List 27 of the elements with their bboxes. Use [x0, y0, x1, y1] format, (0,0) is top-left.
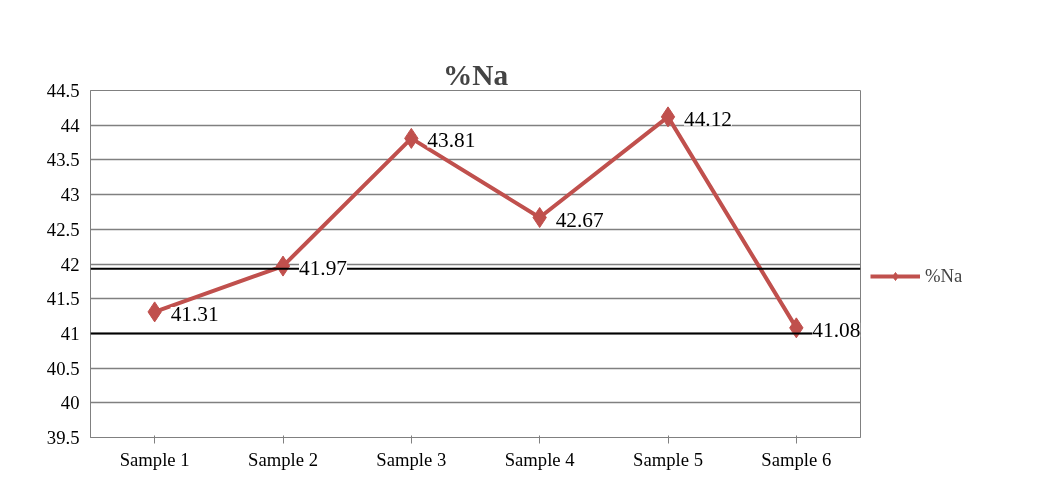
y-tick-label: 41.5 [46, 288, 80, 310]
x-tick-label: Sample 4 [504, 448, 576, 470]
data-label: 41.97 [299, 256, 348, 281]
y-tick-label: 42.5 [46, 218, 80, 240]
data-label: 44.12 [684, 106, 732, 131]
y-tick-label: 41 [60, 322, 80, 344]
data-label: 41.31 [170, 301, 219, 326]
y-tick-label: 44.5 [46, 80, 80, 101]
data-label: 43.81 [427, 128, 476, 153]
x-tick-label: Sample 6 [761, 448, 832, 470]
data-label: 41.08 [812, 317, 861, 342]
point [660, 106, 676, 128]
y-tick-label: 43 [60, 184, 80, 206]
chart-title: %Na [442, 58, 509, 91]
legend-label: %Na [925, 265, 963, 287]
y-tick-label: 44 [60, 114, 81, 136]
y-tick-label: 43.5 [46, 149, 80, 171]
point [532, 207, 547, 228]
x-tick-label: Sample 1 [119, 448, 190, 470]
x-tick-label: Sample 5 [633, 448, 703, 470]
y-tick-label: 42 [60, 253, 80, 275]
y-tick-label: 39.5 [46, 427, 80, 448]
y-tick-label: 40 [60, 392, 80, 414]
y-tick-label: 40.5 [46, 357, 80, 379]
x-tick-label: Sample 2 [248, 448, 318, 470]
data-label: 42.67 [555, 207, 604, 232]
x-tick-label: Sample 3 [376, 448, 447, 470]
